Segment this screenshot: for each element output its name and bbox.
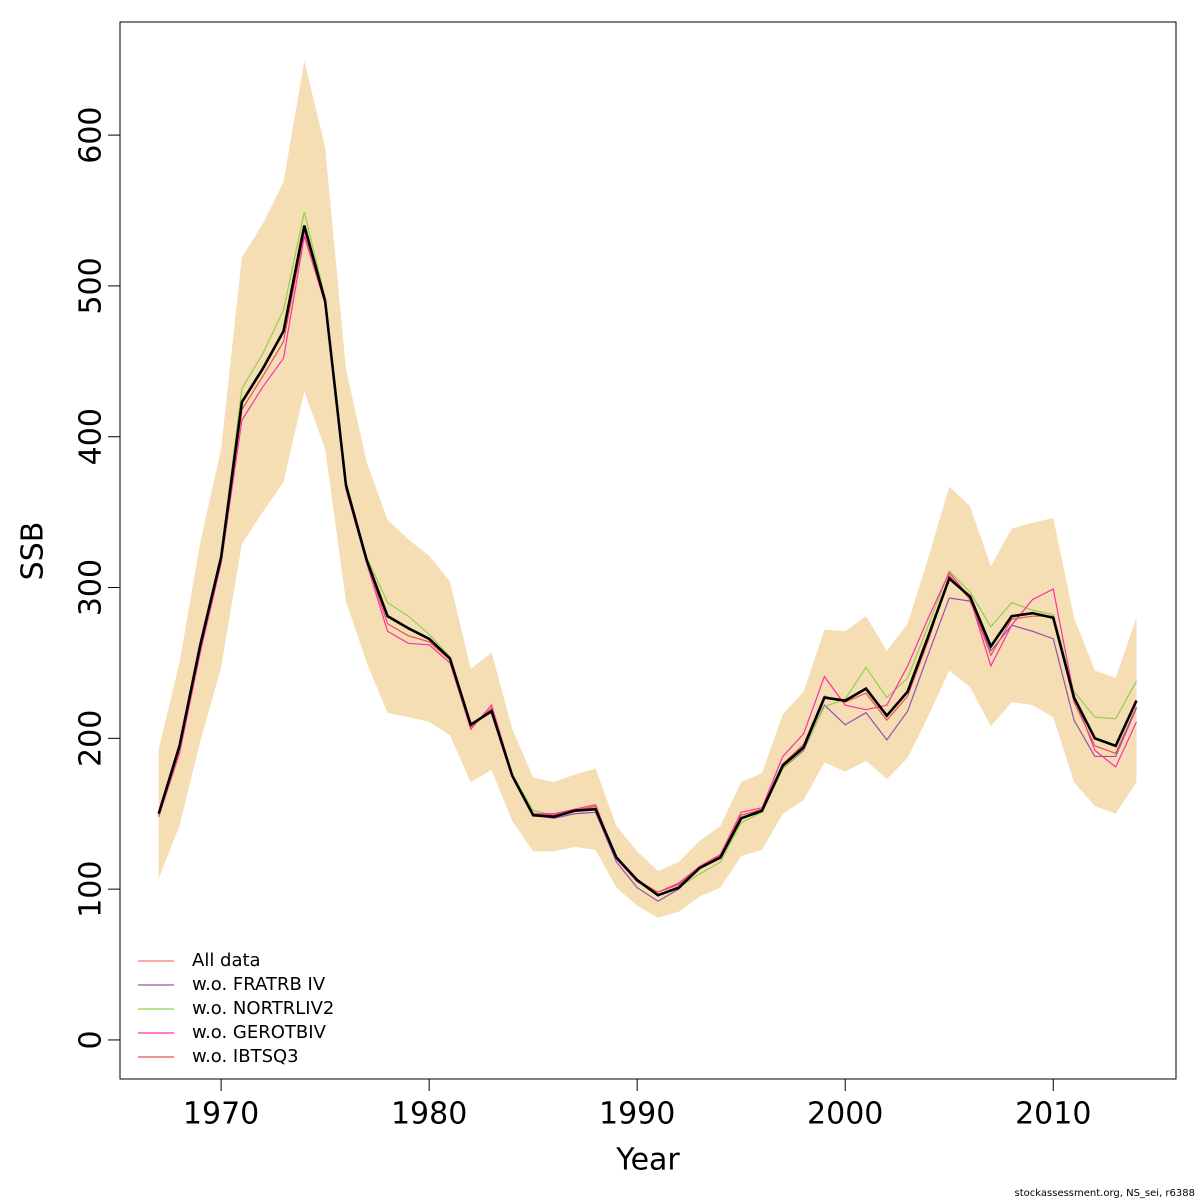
legend-label: All data bbox=[192, 950, 261, 971]
footer: stockassessment.org, NS_sei, r6388 bbox=[1015, 1188, 1195, 1199]
y-tick-label: 500 bbox=[74, 257, 109, 314]
y-tick-label: 200 bbox=[74, 710, 109, 767]
estimate-line bbox=[157, 225, 1138, 897]
y-axis-label: SSB bbox=[16, 522, 51, 581]
y-tick-label: 400 bbox=[74, 408, 109, 465]
y-tick-label: 100 bbox=[74, 861, 109, 918]
x-tick-label: 1990 bbox=[599, 1097, 675, 1132]
x-tick-label: 2010 bbox=[1015, 1097, 1091, 1132]
legend-label: w.o. IBTSQ3 bbox=[192, 1046, 299, 1067]
x-axis-label: Year bbox=[615, 1143, 680, 1178]
legend-label: w.o. FRATRB IV bbox=[192, 974, 326, 995]
x-tick-label: 1970 bbox=[183, 1097, 259, 1132]
x-tick-label: 2000 bbox=[807, 1097, 883, 1132]
legend-label: w.o. GEROTBIV bbox=[192, 1022, 327, 1043]
legend-label: w.o. NORTRLIV2 bbox=[192, 998, 334, 1019]
y-tick-label: 0 bbox=[74, 1030, 109, 1049]
y-tick-label: 600 bbox=[74, 106, 109, 163]
plot-frame bbox=[119, 21, 1177, 1080]
y-tick-label: 300 bbox=[74, 559, 109, 616]
confidence-band bbox=[158, 61, 1137, 918]
x-tick-label: 1980 bbox=[391, 1097, 467, 1132]
